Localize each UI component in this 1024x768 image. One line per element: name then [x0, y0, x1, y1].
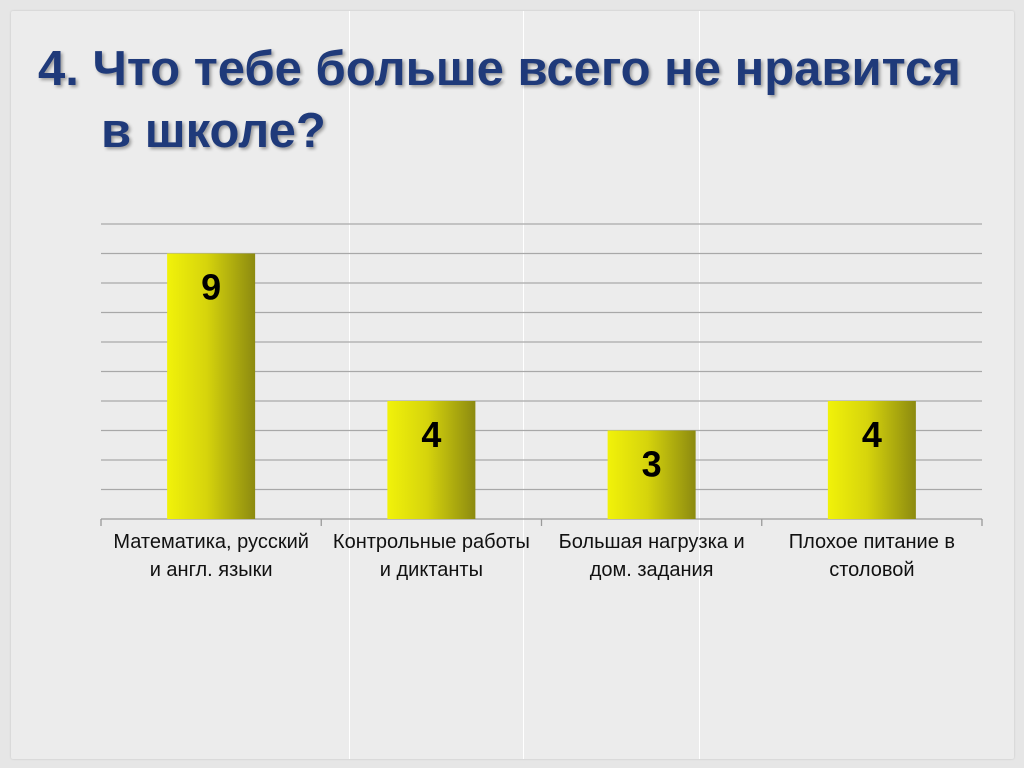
category-label-line: Математика, русский — [113, 531, 309, 553]
bar — [827, 401, 916, 519]
x-axis — [100, 518, 983, 526]
slide-title-line1: 4. Что тебе больше всего не нравится — [38, 42, 961, 96]
bars — [167, 253, 916, 519]
background-stripe — [699, 11, 700, 759]
bar — [387, 401, 476, 519]
category-label: Плохое питание в столовой — [762, 528, 982, 584]
category-label-line: дом. задания — [589, 559, 714, 581]
data-label: 9 — [201, 267, 221, 308]
category-label: Математика, русский и англ. языки — [101, 528, 321, 584]
category-label-line: столовой — [829, 559, 915, 581]
category-label-line: и англ. языки — [149, 559, 273, 581]
slide-title: 4. Что тебе больше всего не нравится в ш… — [38, 38, 998, 162]
data-labels: 9 4 3 4 — [201, 267, 882, 485]
bar — [167, 253, 256, 519]
slide-title-line2: в школе? — [101, 104, 326, 158]
category-label: Контрольные работы и диктанты — [321, 528, 541, 584]
category-label-line: и диктанты — [379, 559, 483, 581]
background-stripe — [349, 11, 350, 759]
category-label-line: Плохое питание в — [788, 531, 956, 553]
background-stripe — [523, 11, 524, 759]
bar — [607, 430, 696, 519]
category-label-line: Большая нагрузка и — [558, 531, 745, 553]
data-label: 4 — [421, 414, 441, 455]
category-label-line: Контрольные работы — [332, 531, 530, 553]
data-label: 4 — [862, 414, 882, 455]
data-label: 3 — [642, 444, 662, 485]
category-label: Большая нагрузка и дом. задания — [542, 528, 762, 584]
